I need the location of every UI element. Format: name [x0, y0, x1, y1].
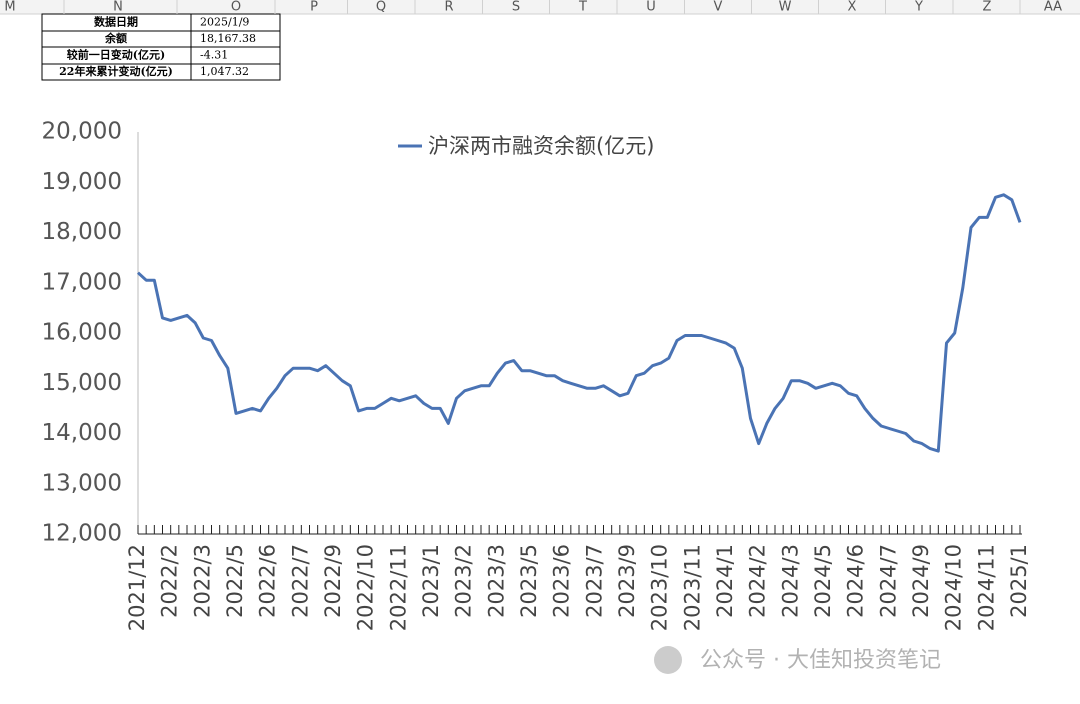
x-tick-label: 2023/6 — [550, 544, 574, 618]
cell-value: 1,047.32 — [200, 65, 249, 78]
x-tick-label: 2022/10 — [354, 544, 378, 631]
cell-value: 2025/1/9 — [200, 16, 249, 29]
column-header: V — [714, 0, 723, 15]
x-tick-label: 2022/2 — [158, 544, 182, 618]
x-tick-label: 2024/5 — [811, 544, 835, 618]
x-tick-label: 2024/2 — [746, 544, 770, 618]
cell-label: 22年来累计变动(亿元) — [59, 64, 173, 78]
y-tick-label: 19,000 — [42, 169, 122, 195]
watermark-text: 公众号 · 大佳知投资笔记 — [700, 648, 941, 673]
x-tick-label: 2022/7 — [288, 544, 312, 618]
x-tick-label: 2023/9 — [615, 544, 639, 618]
column-header: N — [113, 0, 123, 15]
cell-label: 较前一日变动(亿元) — [67, 48, 165, 62]
y-tick-label: 18,000 — [42, 219, 122, 245]
x-tick-label: 2023/1 — [419, 544, 443, 618]
x-tick-label: 2024/7 — [876, 544, 900, 618]
column-header: Z — [983, 0, 992, 15]
x-tick-label: 2023/7 — [582, 544, 606, 618]
x-tick-label: 2023/11 — [680, 544, 704, 631]
legend-label: 沪深两市融资余额(亿元) — [428, 134, 654, 158]
x-tick-label: 2023/5 — [517, 544, 541, 618]
cell-label: 余额 — [104, 31, 127, 45]
x-tick-label: 2024/9 — [909, 544, 933, 618]
column-header: Q — [376, 0, 386, 15]
x-tick-label: 2022/11 — [386, 544, 410, 631]
cell-value: 18,167.38 — [200, 32, 256, 45]
y-tick-label: 14,000 — [42, 420, 122, 446]
cell-label: 数据日期 — [94, 15, 138, 29]
column-header-bar — [0, 0, 1080, 14]
x-tick-label: 2021/12 — [125, 544, 149, 631]
x-tick-label: 2025/1 — [1007, 544, 1031, 618]
y-tick-label: 17,000 — [42, 269, 122, 295]
column-header: T — [578, 0, 587, 15]
column-header: X — [848, 0, 857, 15]
column-header: O — [231, 0, 241, 15]
cell-table: 数据日期 2025/1/9 余额 18,167.38 较前一日变动(亿元) -4.31 22… — [41, 13, 281, 81]
x-tick-label: 2024/6 — [844, 544, 868, 618]
column-header: R — [444, 0, 453, 15]
wechat-icon — [654, 646, 682, 674]
y-tick-label: 12,000 — [42, 521, 122, 547]
x-tick-label: 2024/10 — [942, 544, 966, 631]
x-tick-label: 2024/3 — [778, 544, 802, 618]
column-header: U — [646, 0, 656, 15]
x-tick-label: 2023/2 — [452, 544, 476, 618]
column-header: P — [310, 0, 318, 15]
x-tick-label: 2022/3 — [190, 544, 214, 618]
column-header: M — [4, 0, 15, 15]
y-tick-label: 13,000 — [42, 470, 122, 496]
data-line — [136, 193, 1022, 453]
x-tick-label: 2022/5 — [223, 544, 247, 618]
column-header: AA — [1044, 0, 1062, 15]
column-header: S — [512, 0, 520, 15]
x-tick-label: 2024/11 — [974, 544, 998, 631]
column-header: W — [779, 0, 792, 15]
x-tick-label: 2022/9 — [321, 544, 345, 618]
cell-value: -4.31 — [200, 49, 228, 62]
x-tick-label: 2022/6 — [256, 544, 280, 618]
x-tick-label: 2024/1 — [713, 544, 737, 618]
x-tick-label: 2023/3 — [484, 544, 508, 618]
watermark: 公众号 · 大佳知投资笔记 — [654, 646, 941, 674]
y-tick-label: 15,000 — [42, 370, 122, 396]
y-tick-label: 16,000 — [42, 320, 122, 346]
column-header: Y — [914, 0, 923, 15]
y-tick-label: 20,000 — [42, 119, 122, 145]
x-tick-label: 2023/10 — [648, 544, 672, 631]
